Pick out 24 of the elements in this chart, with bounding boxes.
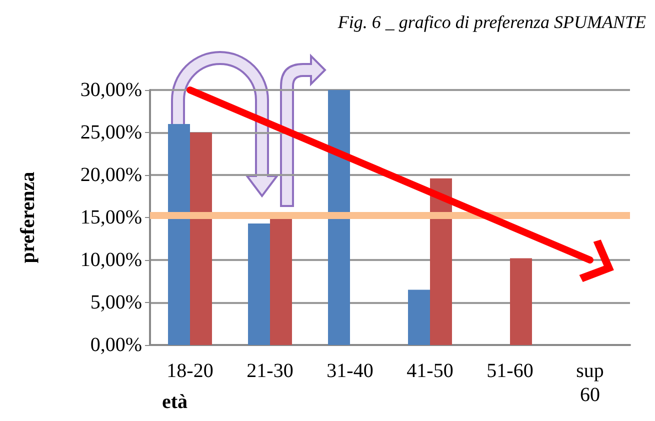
y-tick-label: 10,00%	[80, 249, 142, 271]
y-tick-label: 5,00%	[90, 292, 142, 314]
chart-title: Fig. 6 _ grafico di preferenza SPUMANTE	[336, 12, 646, 32]
y-tick-label: 0,00%	[90, 334, 142, 356]
y-axis-title: preferenza	[17, 172, 39, 264]
bar	[270, 218, 292, 345]
bar	[248, 223, 270, 345]
x-tick-label: 18-20	[166, 360, 214, 382]
y-tick-label: 15,00%	[80, 206, 142, 228]
bar	[510, 258, 532, 345]
y-tick-label: 25,00%	[80, 122, 142, 144]
bar	[430, 178, 452, 345]
x-tick-label: 51-60	[486, 360, 534, 382]
y-tick-label: 20,00%	[80, 164, 142, 186]
bar	[190, 132, 212, 345]
x-tick-label: 21-30	[246, 360, 294, 382]
y-tick-label: 30,00%	[80, 79, 142, 101]
bar	[328, 90, 350, 345]
x-tick-label: 41-50	[406, 360, 454, 382]
bar	[408, 290, 430, 345]
x-tick-label: 31-40	[326, 360, 374, 382]
x-axis-title: età	[162, 391, 188, 413]
x-tick-label: sup 60	[576, 360, 604, 406]
bar	[168, 124, 190, 345]
